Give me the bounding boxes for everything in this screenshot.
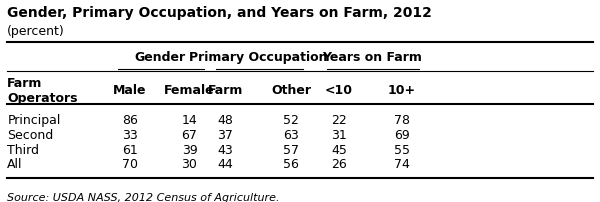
Text: 44: 44 <box>217 158 233 171</box>
Text: Years on Farm: Years on Farm <box>322 51 422 64</box>
Text: 61: 61 <box>122 143 137 156</box>
Text: 86: 86 <box>122 113 138 126</box>
Text: <10: <10 <box>325 84 353 97</box>
Text: 52: 52 <box>283 113 299 126</box>
Text: Male: Male <box>113 84 146 97</box>
Text: Female: Female <box>164 84 215 97</box>
Text: 57: 57 <box>283 143 299 156</box>
Text: Primary Occupation: Primary Occupation <box>189 51 328 64</box>
Text: Second: Second <box>7 128 53 141</box>
Text: 31: 31 <box>331 128 347 141</box>
Text: 37: 37 <box>217 128 233 141</box>
Text: 30: 30 <box>182 158 197 171</box>
Text: 26: 26 <box>331 158 347 171</box>
Text: Principal: Principal <box>7 113 61 126</box>
Text: 39: 39 <box>182 143 197 156</box>
Text: 48: 48 <box>217 113 233 126</box>
Text: Other: Other <box>271 84 311 97</box>
Text: Gender, Primary Occupation, and Years on Farm, 2012: Gender, Primary Occupation, and Years on… <box>7 6 432 20</box>
Text: Source: USDA NASS, 2012 Census of Agriculture.: Source: USDA NASS, 2012 Census of Agricu… <box>7 192 280 202</box>
Text: (percent): (percent) <box>7 25 65 38</box>
Text: Farm
Operators: Farm Operators <box>7 76 78 104</box>
Text: Farm: Farm <box>208 84 243 97</box>
Text: 14: 14 <box>182 113 197 126</box>
Text: Gender: Gender <box>134 51 185 64</box>
Text: 63: 63 <box>283 128 299 141</box>
Text: 33: 33 <box>122 128 137 141</box>
Text: 74: 74 <box>394 158 409 171</box>
Text: 56: 56 <box>283 158 299 171</box>
Text: 70: 70 <box>122 158 138 171</box>
Text: All: All <box>7 158 23 171</box>
Text: 45: 45 <box>331 143 347 156</box>
Text: 22: 22 <box>331 113 347 126</box>
Text: 10+: 10+ <box>388 84 416 97</box>
Text: 43: 43 <box>217 143 233 156</box>
Text: Third: Third <box>7 143 40 156</box>
Text: 67: 67 <box>182 128 197 141</box>
Text: 78: 78 <box>394 113 410 126</box>
Text: 69: 69 <box>394 128 409 141</box>
Text: 55: 55 <box>394 143 410 156</box>
